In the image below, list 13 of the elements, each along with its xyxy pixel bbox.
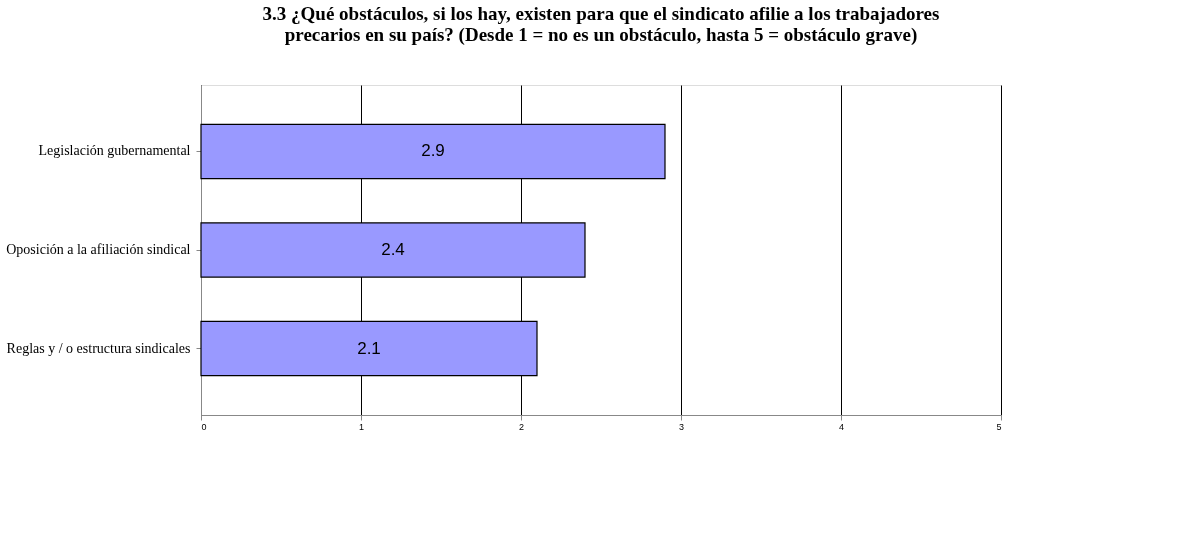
- x-tick-label: 1: [358, 421, 365, 432]
- x-tick-label: 3: [678, 421, 685, 432]
- x-tick-label: 0: [201, 421, 207, 432]
- y-tick-label: Legislación gubernamental: [38, 143, 191, 159]
- x-tick-label: 5: [996, 421, 1002, 432]
- y-tick-label: Oposición a la afiliación sindical: [6, 242, 191, 257]
- y-tick-label: Reglas y / o estructura sindicales: [6, 340, 191, 356]
- x-tick-label: 4: [838, 421, 845, 432]
- data-label: 2.4: [381, 240, 405, 259]
- data-label: 2.1: [357, 338, 381, 358]
- x-tick-label: 2: [518, 421, 525, 432]
- chart-title: 3.3 ¿Qué obstáculos, si los hay, existen para que el sindicato afilie a los trabajadores precarios en su país? (Desde 1 = no es un obstáculo, hasta 5 = obstáculo grave): [262, 3, 940, 46]
- data-label: 2.9: [421, 141, 445, 161]
